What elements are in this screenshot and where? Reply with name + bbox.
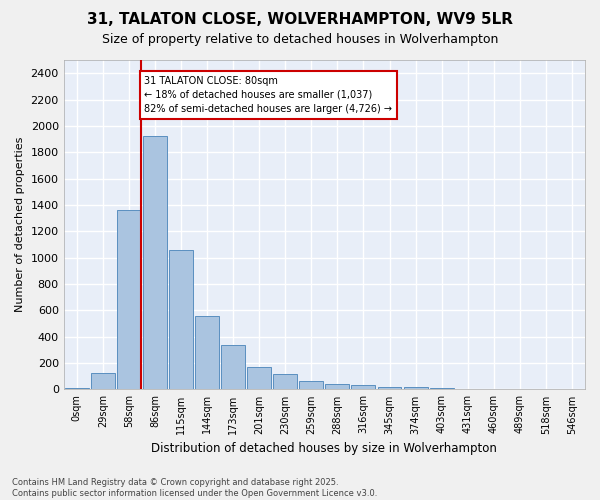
Text: 31 TALATON CLOSE: 80sqm
← 18% of detached houses are smaller (1,037)
82% of semi: 31 TALATON CLOSE: 80sqm ← 18% of detache… bbox=[145, 76, 392, 114]
Bar bbox=[299, 381, 323, 390]
Bar bbox=[377, 386, 401, 390]
Bar bbox=[91, 373, 115, 390]
Y-axis label: Number of detached properties: Number of detached properties bbox=[15, 137, 25, 312]
Bar bbox=[117, 210, 141, 390]
Text: Size of property relative to detached houses in Wolverhampton: Size of property relative to detached ho… bbox=[102, 32, 498, 46]
Bar bbox=[143, 136, 167, 390]
Text: Contains HM Land Registry data © Crown copyright and database right 2025.
Contai: Contains HM Land Registry data © Crown c… bbox=[12, 478, 377, 498]
Bar bbox=[325, 384, 349, 390]
Bar bbox=[195, 316, 219, 390]
Bar bbox=[65, 388, 89, 390]
Text: 31, TALATON CLOSE, WOLVERHAMPTON, WV9 5LR: 31, TALATON CLOSE, WOLVERHAMPTON, WV9 5L… bbox=[87, 12, 513, 28]
X-axis label: Distribution of detached houses by size in Wolverhampton: Distribution of detached houses by size … bbox=[151, 442, 497, 455]
Bar bbox=[169, 250, 193, 390]
Bar bbox=[430, 388, 454, 390]
Bar bbox=[456, 389, 479, 390]
Bar bbox=[221, 346, 245, 390]
Bar bbox=[352, 386, 376, 390]
Bar bbox=[247, 368, 271, 390]
Bar bbox=[273, 374, 297, 390]
Bar bbox=[404, 388, 428, 390]
